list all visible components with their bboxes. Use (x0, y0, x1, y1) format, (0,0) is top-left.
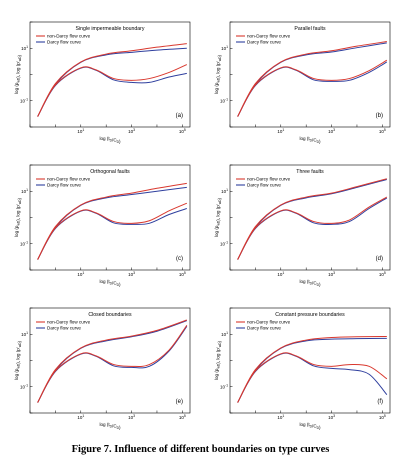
x-axis-label: log (tD/CD) (299, 422, 321, 430)
series-line-darcy (237, 179, 387, 260)
figure-caption: Figure 7. Influence of different boundar… (71, 444, 330, 455)
y-tick-label: 101 (221, 331, 228, 337)
x-axis-label: log (tD/CD) (99, 279, 121, 287)
chart-title: Three faults (296, 169, 324, 175)
x-tick-label: 101 (277, 414, 284, 420)
panel-label: (c) (176, 256, 183, 262)
series-line-non-darcy (237, 352, 388, 403)
series-line-darcy (237, 197, 388, 260)
series-line-non-darcy (237, 196, 388, 260)
chart-title: Orthogonal faults (90, 169, 130, 175)
legend-label: Darcy flow curve (247, 40, 281, 45)
panel-label: (a) (176, 113, 183, 119)
y-tick-label: 10-1 (20, 383, 28, 389)
series-line-darcy (237, 337, 387, 403)
series-line-darcy (237, 61, 388, 117)
x-tick-label: 103 (128, 271, 135, 277)
chart-title: Closed boundaries (88, 312, 132, 318)
y-tick-label: 10-1 (220, 240, 228, 246)
panel-label: (d) (376, 256, 383, 262)
series-line-non-darcy (37, 202, 188, 260)
series-line-non-darcy (37, 182, 187, 260)
series-line-darcy (37, 47, 187, 117)
legend-label: non-Darcy flow curve (247, 34, 291, 39)
x-tick-label: 101 (277, 271, 284, 277)
series-line-non-darcy (37, 64, 188, 117)
legend-label: Darcy flow curve (47, 40, 81, 45)
y-tick-label: 10-1 (220, 383, 228, 389)
chart-panel: 101 103 105 10-1 101 Orthogonal faults (c) log … (14, 164, 191, 287)
series-line-non-darcy (237, 336, 387, 403)
y-axis-label: log (pwD), log (p'wD) (214, 55, 222, 94)
x-tick-label: 101 (77, 128, 84, 134)
chart-title: Single impermeable boundary (76, 26, 145, 32)
x-tick-label: 103 (128, 128, 135, 134)
x-tick-label: 105 (179, 271, 186, 277)
y-tick-label: 101 (21, 331, 28, 337)
legend-label: non-Darcy flow curve (247, 177, 291, 182)
panel-label: (b) (376, 113, 383, 119)
x-tick-label: 103 (328, 128, 335, 134)
x-tick-label: 105 (179, 128, 186, 134)
chart-panel: 101 103 105 10-1 101 Three faults (d) log (tD/C… (214, 164, 391, 287)
series-line-darcy (37, 320, 187, 403)
legend-label: Darcy flow curve (47, 326, 81, 331)
x-axis-label: log (tD/CD) (99, 422, 121, 430)
x-tick-label: 103 (328, 271, 335, 277)
x-axis-label: log (tD/CD) (299, 279, 321, 287)
y-axis-label: log (pwD), log (p'wD) (14, 198, 22, 237)
series-line-non-darcy (37, 324, 188, 403)
series-line-non-darcy (37, 319, 187, 403)
series-line-non-darcy (237, 59, 388, 117)
x-tick-label: 101 (277, 128, 284, 134)
y-tick-label: 101 (21, 188, 28, 194)
x-tick-label: 101 (77, 414, 84, 420)
legend-label: Darcy flow curve (247, 183, 281, 188)
x-tick-label: 103 (328, 414, 335, 420)
series-line-darcy (37, 208, 187, 260)
series-line-non-darcy (237, 41, 387, 117)
y-axis-label: log (pwD), log (p'wD) (14, 341, 22, 380)
chart-panel: 101 103 105 10-1 101 Single impermeable bound… (14, 21, 191, 144)
chart-panel: 101 103 105 10-1 101 Constant pressure bounda… (214, 307, 391, 430)
legend-label: non-Darcy flow curve (247, 320, 291, 325)
y-tick-label: 10-1 (220, 97, 228, 103)
y-tick-label: 10-1 (20, 240, 28, 246)
legend-label: Darcy flow curve (47, 183, 81, 188)
y-tick-label: 101 (221, 45, 228, 51)
legend-label: non-Darcy flow curve (47, 177, 91, 182)
x-tick-label: 101 (77, 271, 84, 277)
chart-title: Constant pressure boundaries (275, 312, 345, 318)
x-axis-label: log (tD/CD) (99, 136, 121, 144)
y-tick-label: 101 (221, 188, 228, 194)
x-tick-label: 105 (379, 414, 386, 420)
y-axis-label: log (pwD), log (p'wD) (14, 55, 22, 94)
x-tick-label: 105 (379, 128, 386, 134)
legend-label: Darcy flow curve (247, 326, 281, 331)
chart-panel: 101 103 105 10-1 101 Closed boundaries (e) log … (14, 307, 191, 430)
panel-label: (e) (176, 399, 183, 405)
x-tick-label: 105 (179, 414, 186, 420)
y-tick-label: 101 (21, 45, 28, 51)
legend-label: non-Darcy flow curve (47, 320, 91, 325)
y-tick-label: 10-1 (20, 97, 28, 103)
legend-label: non-Darcy flow curve (47, 34, 91, 39)
chart-title: Parallel faults (294, 26, 326, 32)
series-line-non-darcy (37, 43, 187, 117)
y-axis-label: log (pwD), log (p'wD) (214, 198, 222, 237)
series-line-non-darcy (237, 178, 387, 260)
y-axis-label: log (pwD), log (p'wD) (214, 341, 222, 380)
panel-label: (f) (377, 399, 383, 405)
x-tick-label: 105 (379, 271, 386, 277)
series-line-darcy (237, 352, 388, 403)
chart-panel: 101 103 105 10-1 101 Parallel faults (b) log (t… (214, 21, 391, 144)
x-tick-label: 103 (128, 414, 135, 420)
x-axis-label: log (tD/CD) (299, 136, 321, 144)
